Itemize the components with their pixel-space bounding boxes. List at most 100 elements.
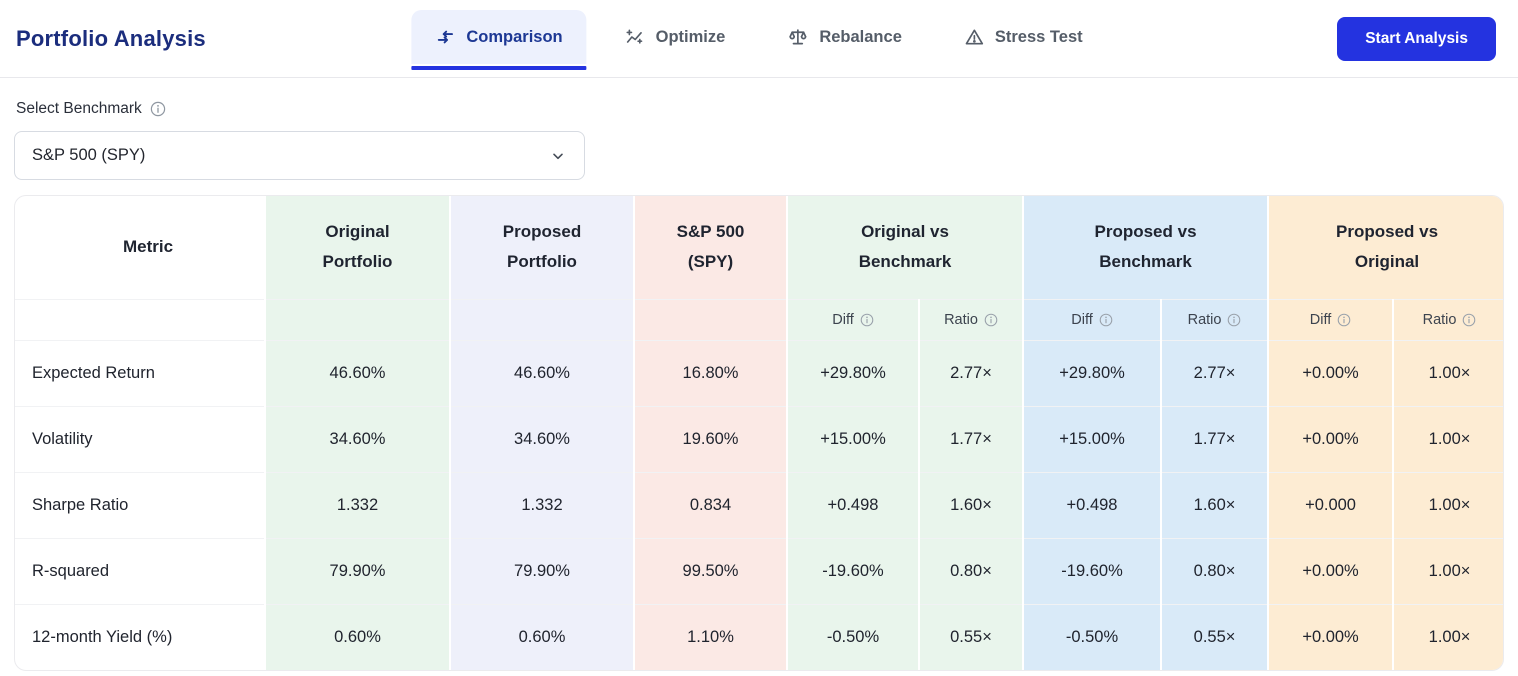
info-icon[interactable] [1099, 313, 1113, 327]
tab-label: Comparison [466, 27, 563, 46]
cell-ovb-ratio: 1.60× [917, 471, 1024, 538]
tab-label: Rebalance [819, 27, 902, 46]
cell-proposed: 34.60% [449, 405, 634, 472]
cell-original: 0.60% [264, 603, 450, 670]
cell-ovb-diff: -19.60% [786, 537, 919, 604]
info-icon[interactable] [984, 313, 998, 327]
benchmark-section: Select Benchmark S&P 500 (SPY) [0, 78, 1518, 180]
cell-pvb-diff: +0.498 [1022, 471, 1162, 538]
tab-optimize[interactable]: Optimize [601, 10, 750, 64]
subheader-empty [15, 298, 265, 340]
subheader-empty [633, 298, 787, 340]
benchmark-selected-value: S&P 500 (SPY) [32, 146, 146, 164]
tab-bar: Comparison Optimize [411, 10, 1107, 70]
table-row: Expected Return 46.60% 46.60% 16.80% +29… [15, 339, 1503, 406]
column-header-proposed-vs-original: Proposed vs Original [1267, 196, 1503, 299]
tab-stress-test[interactable]: Stress Test [940, 10, 1107, 64]
info-icon[interactable] [150, 101, 166, 117]
table-row: 12-month Yield (%) 0.60% 0.60% 1.10% -0.… [15, 603, 1503, 670]
cell-pvb-diff: +15.00% [1022, 405, 1162, 472]
top-bar: Portfolio Analysis Comparison Optimize [0, 0, 1518, 78]
cell-pvo-diff: +0.00% [1267, 405, 1394, 472]
benchmark-label: Select Benchmark [16, 100, 142, 117]
cell-pvb-diff: -0.50% [1022, 603, 1162, 670]
cell-pvo-ratio: 1.00× [1392, 339, 1503, 406]
page-title: Portfolio Analysis [16, 25, 206, 51]
column-header-original-vs-benchmark: Original vs Benchmark [785, 196, 1024, 299]
cell-ovb-ratio: 0.80× [917, 537, 1024, 604]
cell-ovb-diff: -0.50% [786, 603, 919, 670]
cell-pvo-ratio: 1.00× [1392, 471, 1503, 538]
cell-original: 79.90% [264, 537, 450, 604]
column-header-original-portfolio: Original Portfolio [264, 196, 450, 299]
column-header-sp500: S&P 500 (SPY) [633, 196, 787, 299]
warning-triangle-icon [964, 27, 984, 47]
cell-pvo-diff: +0.00% [1267, 603, 1394, 670]
subheader-diff: Diff [1022, 298, 1162, 340]
cell-pvb-ratio: 1.77× [1160, 405, 1269, 472]
cell-original: 34.60% [264, 405, 450, 472]
comparison-table: Metric Original Portfolio Proposed Portfol… [14, 195, 1504, 671]
subheader-ratio: Ratio [1160, 298, 1269, 340]
cell-pvo-diff: +0.00% [1267, 537, 1394, 604]
cell-proposed: 79.90% [449, 537, 634, 604]
info-icon[interactable] [860, 313, 874, 327]
metric-label: R-squared [15, 537, 265, 604]
tab-rebalance[interactable]: Rebalance [763, 10, 926, 64]
column-header-metric: Metric [122, 237, 174, 257]
benchmark-select[interactable]: S&P 500 (SPY) [14, 131, 585, 180]
metric-label: Sharpe Ratio [15, 471, 265, 538]
tab-label: Stress Test [994, 27, 1083, 46]
cell-proposed: 0.60% [449, 603, 634, 670]
cell-pvb-diff: +29.80% [1022, 339, 1162, 406]
cell-pvb-ratio: 0.55× [1160, 603, 1269, 670]
cell-pvb-ratio: 2.77× [1160, 339, 1269, 406]
column-header-proposed-portfolio: Proposed Portfolio [449, 196, 634, 299]
chevron-down-icon [550, 148, 566, 164]
start-analysis-button[interactable]: Start Analysis [1337, 16, 1496, 61]
table-row: Sharpe Ratio 1.332 1.332 0.834 +0.498 1.… [15, 471, 1503, 538]
cell-benchmark: 1.10% [633, 603, 787, 670]
cell-ovb-ratio: 0.55× [917, 603, 1024, 670]
subheader-diff: Diff [1267, 298, 1394, 340]
cell-pvb-ratio: 1.60× [1160, 471, 1269, 538]
subheader-ratio: Ratio [917, 298, 1024, 340]
info-icon[interactable] [1462, 313, 1476, 327]
cell-ovb-diff: +15.00% [786, 405, 919, 472]
tab-label: Optimize [655, 27, 726, 46]
cell-pvo-diff: +0.00% [1267, 339, 1394, 406]
arrows-left-right-icon [435, 27, 455, 47]
table-row: Volatility 34.60% 34.60% 19.60% +15.00% … [15, 405, 1503, 472]
tab-comparison[interactable]: Comparison [411, 10, 587, 70]
cell-ovb-diff: +29.80% [786, 339, 919, 406]
subheader-diff: Diff [786, 298, 919, 340]
metric-label: 12-month Yield (%) [15, 603, 265, 670]
cell-original: 46.60% [264, 339, 450, 406]
table-row: R-squared 79.90% 79.90% 99.50% -19.60% 0… [15, 537, 1503, 604]
subheader-empty [264, 298, 450, 340]
cell-proposed: 1.332 [449, 471, 634, 538]
cell-pvo-diff: +0.000 [1267, 471, 1394, 538]
cell-benchmark: 0.834 [633, 471, 787, 538]
cell-original: 1.332 [264, 471, 450, 538]
cell-ovb-ratio: 1.77× [917, 405, 1024, 472]
cell-benchmark: 16.80% [633, 339, 787, 406]
cell-ovb-diff: +0.498 [786, 471, 919, 538]
cell-proposed: 46.60% [449, 339, 634, 406]
subheader-empty [449, 298, 634, 340]
cell-pvo-ratio: 1.00× [1392, 405, 1503, 472]
cell-pvo-ratio: 1.00× [1392, 603, 1503, 670]
metric-label: Expected Return [15, 339, 265, 406]
info-icon[interactable] [1227, 313, 1241, 327]
cell-benchmark: 99.50% [633, 537, 787, 604]
metric-label: Volatility [15, 405, 265, 472]
subheader-ratio: Ratio [1392, 298, 1503, 340]
sparkles-icon [625, 27, 645, 47]
column-header-proposed-vs-benchmark: Proposed vs Benchmark [1022, 196, 1269, 299]
info-icon[interactable] [1337, 313, 1351, 327]
cell-pvb-ratio: 0.80× [1160, 537, 1269, 604]
balance-scale-icon [787, 27, 808, 48]
cell-ovb-ratio: 2.77× [917, 339, 1024, 406]
cell-pvo-ratio: 1.00× [1392, 537, 1503, 604]
cell-pvb-diff: -19.60% [1022, 537, 1162, 604]
